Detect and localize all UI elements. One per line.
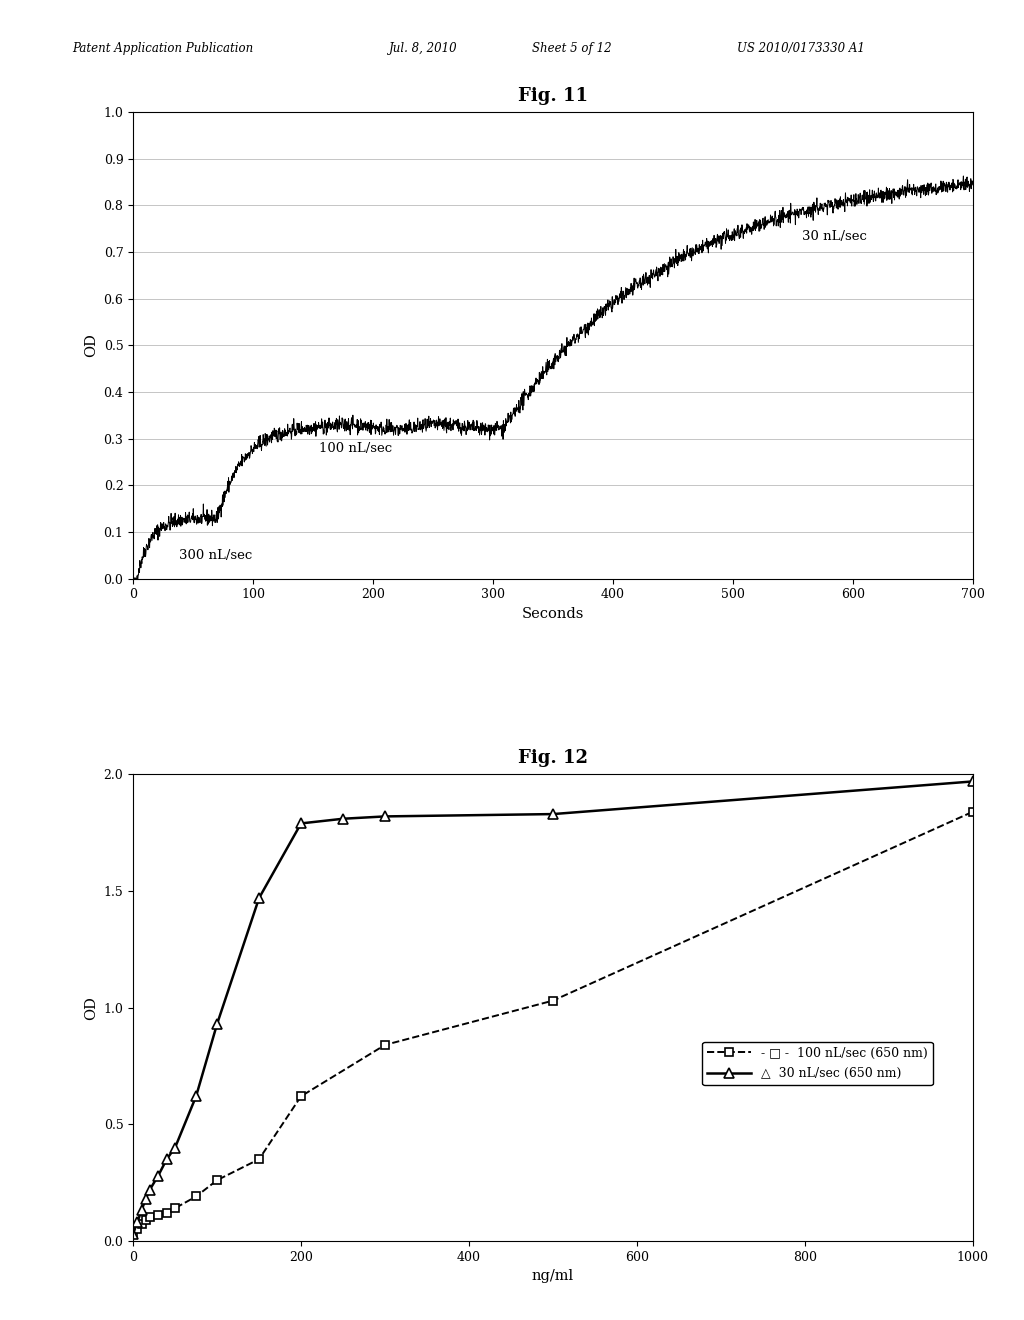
△  30 nL/sec (650 nm) [190,1088,203,1104]
△  30 nL/sec (650 nm) [967,774,979,789]
Legend: - □ -  100 nL/sec (650 nm), △  30 nL/sec (650 nm): - □ - 100 nL/sec (650 nm), △ 30 nL/sec (… [702,1041,933,1085]
- □ -  100 nL/sec (650 nm) [967,804,979,820]
△  30 nL/sec (650 nm) [379,808,391,824]
△  30 nL/sec (650 nm) [135,1203,147,1218]
- □ -  100 nL/sec (650 nm) [143,1209,156,1225]
△  30 nL/sec (650 nm) [127,1226,139,1242]
△  30 nL/sec (650 nm) [143,1181,156,1197]
Title: Fig. 11: Fig. 11 [518,87,588,106]
△  30 nL/sec (650 nm) [337,810,349,826]
- □ -  100 nL/sec (650 nm) [131,1221,143,1237]
- □ -  100 nL/sec (650 nm) [135,1217,147,1233]
△  30 nL/sec (650 nm) [139,1191,152,1206]
△  30 nL/sec (650 nm) [161,1151,173,1167]
Text: Patent Application Publication: Patent Application Publication [72,42,253,55]
Text: Jul. 8, 2010: Jul. 8, 2010 [389,42,458,55]
△  30 nL/sec (650 nm) [211,1016,223,1032]
- □ -  100 nL/sec (650 nm) [161,1205,173,1221]
Line: △  30 nL/sec (650 nm): △ 30 nL/sec (650 nm) [128,776,978,1238]
Text: 100 nL/sec: 100 nL/sec [319,442,392,455]
- □ -  100 nL/sec (650 nm) [211,1172,223,1188]
△  30 nL/sec (650 nm) [547,807,559,822]
△  30 nL/sec (650 nm) [295,816,307,832]
Text: Sheet 5 of 12: Sheet 5 of 12 [532,42,612,55]
X-axis label: Seconds: Seconds [522,607,584,620]
X-axis label: ng/ml: ng/ml [531,1269,574,1283]
Title: Fig. 12: Fig. 12 [518,750,588,767]
Text: 30 nL/sec: 30 nL/sec [803,230,867,243]
△  30 nL/sec (650 nm) [169,1139,181,1155]
- □ -  100 nL/sec (650 nm) [547,993,559,1008]
Line: - □ -  100 nL/sec (650 nm): - □ - 100 nL/sec (650 nm) [129,808,977,1238]
△  30 nL/sec (650 nm) [153,1168,165,1184]
- □ -  100 nL/sec (650 nm) [379,1038,391,1053]
Text: 300 nL/sec: 300 nL/sec [179,549,252,562]
△  30 nL/sec (650 nm) [253,890,265,906]
- □ -  100 nL/sec (650 nm) [190,1188,203,1204]
△  30 nL/sec (650 nm) [131,1214,143,1230]
Text: US 2010/0173330 A1: US 2010/0173330 A1 [737,42,865,55]
- □ -  100 nL/sec (650 nm) [295,1088,307,1104]
- □ -  100 nL/sec (650 nm) [153,1208,165,1224]
- □ -  100 nL/sec (650 nm) [169,1200,181,1216]
- □ -  100 nL/sec (650 nm) [127,1226,139,1242]
Y-axis label: OD: OD [84,995,98,1019]
Y-axis label: OD: OD [84,334,98,358]
- □ -  100 nL/sec (650 nm) [253,1151,265,1167]
- □ -  100 nL/sec (650 nm) [139,1212,152,1228]
